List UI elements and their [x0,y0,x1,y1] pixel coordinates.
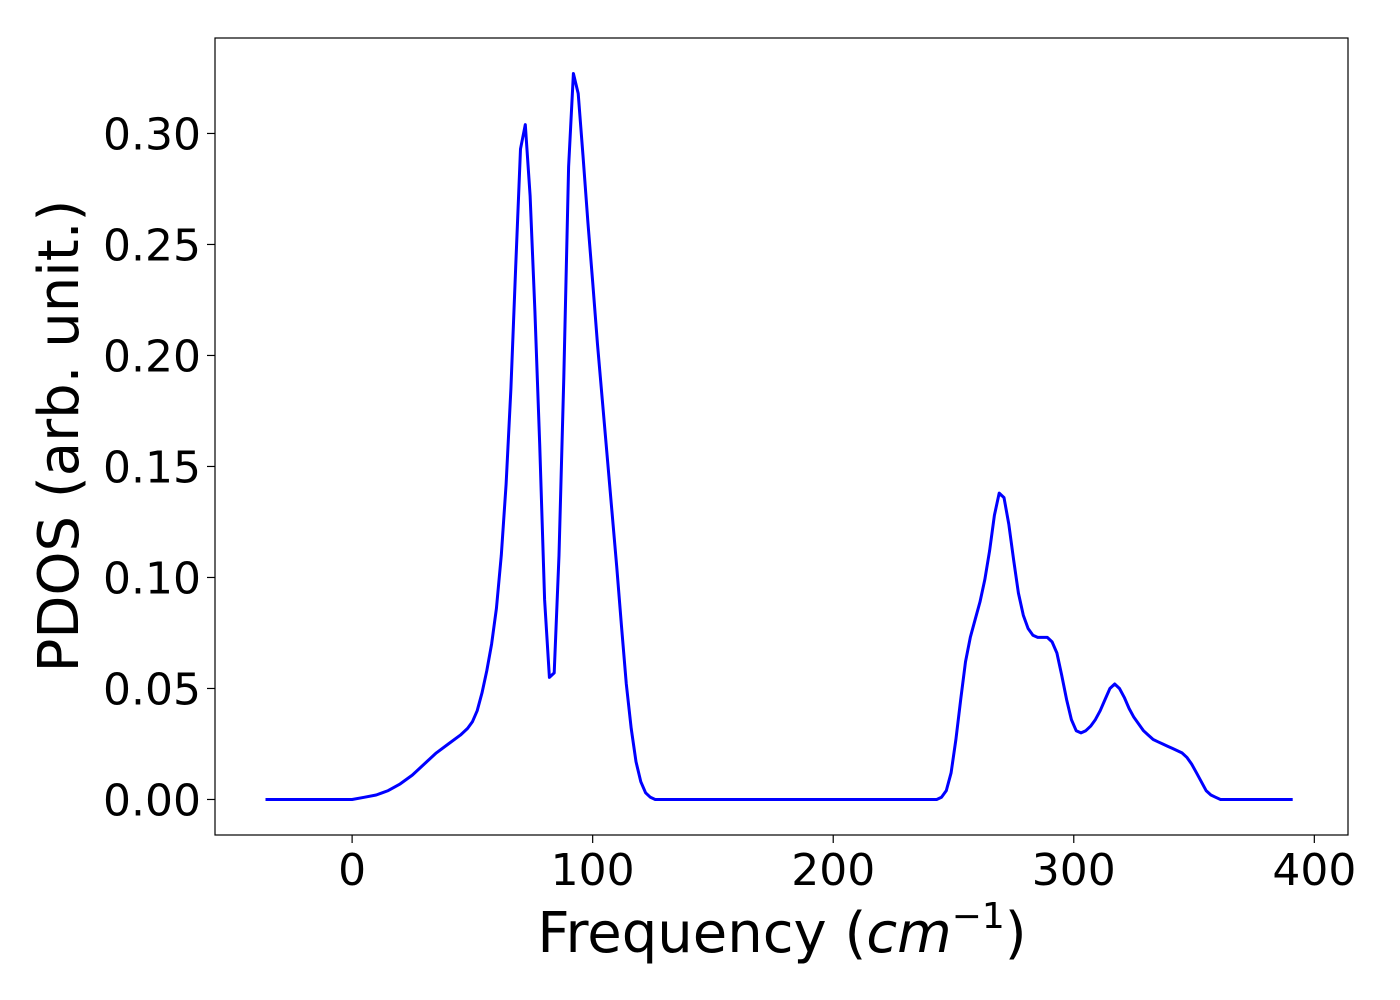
x-axis-ticks: 0 100 200 300 400 [338,835,1356,896]
x-tick-label: 300 [1032,845,1116,896]
pdos-series-line [265,72,1293,801]
y-tick-label: 0.15 [103,442,201,493]
y-tick-label: 0.00 [103,775,201,826]
plot-area-frame [214,37,1349,836]
y-tick-label: 0.30 [103,109,201,160]
x-tick-label: 200 [791,845,875,896]
y-axis-label: PDOS (arb. unit.) [27,200,92,673]
y-tick-label: 0.20 [103,331,201,382]
x-tick-label: 0 [338,845,366,896]
y-tick-label: 0.10 [103,553,201,604]
x-axis-label: Frequency (cm−1) [537,896,1026,966]
y-tick-label: 0.25 [103,220,201,271]
y-tick-label: 0.05 [103,664,201,715]
x-tick-label: 100 [551,845,635,896]
y-axis-ticks: 0.00 0.05 0.10 0.15 0.20 0.25 0.30 [103,109,215,826]
x-tick-label: 400 [1272,845,1356,896]
